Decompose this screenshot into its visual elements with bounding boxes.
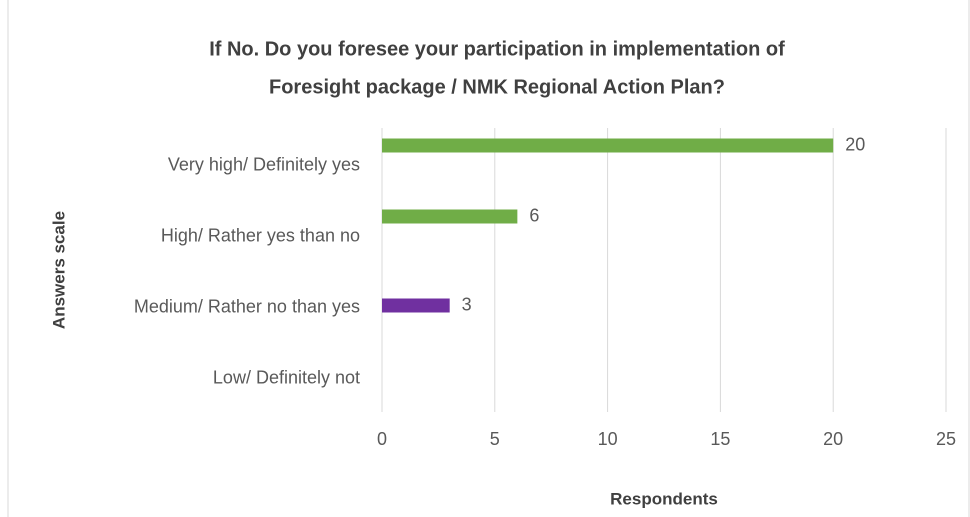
data-label: 6 (529, 205, 539, 225)
chart-title: Foresight package / NMK Regional Action … (269, 76, 725, 98)
x-tick-label: 25 (936, 429, 956, 449)
x-axis-title: Respondents (610, 489, 718, 508)
y-axis-title: Answers scale (49, 211, 68, 329)
x-tick-label: 10 (598, 429, 618, 449)
x-tick-label: 15 (710, 429, 730, 449)
y-tick-label: Medium/ Rather no than yes (134, 296, 360, 316)
x-tick-label: 5 (490, 429, 500, 449)
chart-frame (7, 0, 970, 517)
bar (382, 298, 450, 313)
x-tick-label: 0 (377, 429, 387, 449)
data-label: 3 (462, 294, 472, 314)
bar (382, 138, 834, 153)
chart-title: If No. Do you foresee your participation… (209, 38, 785, 60)
x-tick-label: 20 (823, 429, 843, 449)
bar (382, 209, 518, 224)
y-tick-label: Low/ Definitely not (213, 367, 360, 387)
data-label: 20 (845, 134, 865, 154)
y-tick-label: High/ Rather yes than no (161, 225, 360, 245)
y-tick-label: Very high/ Definitely yes (168, 154, 360, 174)
